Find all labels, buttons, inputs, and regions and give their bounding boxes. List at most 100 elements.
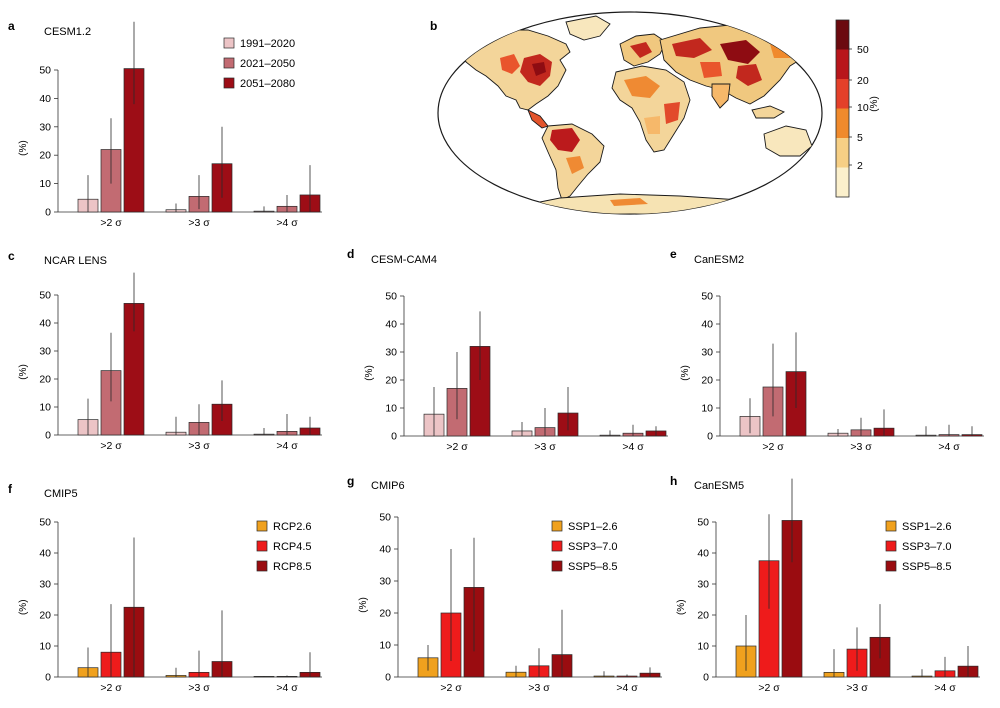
legend-label: 2021–2050: [240, 58, 295, 70]
y-tick-label: 30: [701, 347, 713, 359]
colorbar-tick-label: 10: [857, 102, 869, 114]
chart-title: CMIP5: [44, 488, 78, 500]
chart-title: CESM1.2: [44, 26, 91, 38]
y-tick-label: 0: [385, 672, 391, 684]
x-tick-label: >4 σ: [276, 217, 298, 229]
y-axis-label: (%): [18, 364, 29, 380]
legend-swatch: [551, 560, 563, 572]
colorbar-tick-label: 2: [857, 160, 863, 172]
legend-swatch: [223, 77, 235, 89]
y-tick-label: 0: [45, 430, 51, 442]
bar-chart-panel-f: f CMIP5 0 10 20 30 40 50 (%) >2 σ >3 σ >4 σ RCP2.6 RC…: [8, 482, 322, 694]
x-tick-label: >3 σ: [850, 441, 872, 453]
legend-swatch: [551, 520, 563, 532]
y-tick-label: 30: [379, 576, 391, 588]
x-tick-label: >2 σ: [762, 441, 784, 453]
y-tick-label: 10: [701, 403, 713, 415]
colorbar-frame: [835, 19, 850, 198]
x-tick-label: >3 σ: [188, 440, 210, 452]
y-tick-label: 30: [385, 347, 397, 359]
y-tick-label: 0: [45, 672, 51, 684]
x-tick-label: >4 σ: [276, 440, 298, 452]
bar-chart-panel-c: c NCAR LENS 0 10 20 30 40 50 (%) >2 σ >3 σ >4 σ: [8, 249, 322, 452]
bar-chart-panel-a: a CESM1.2 0 10 20 30 40 50 (%) >2 σ >3 σ >4 σ 1991–2…: [8, 19, 322, 229]
chart-title: CMIP6: [371, 480, 405, 492]
colorbar-segment: [836, 108, 849, 138]
y-tick-label: 40: [39, 548, 51, 560]
y-axis-label: (%): [18, 140, 29, 156]
panel-letter-a: a: [8, 19, 15, 33]
y-tick-label: 50: [385, 291, 397, 303]
y-tick-label: 20: [39, 374, 51, 386]
y-tick-label: 30: [39, 579, 51, 591]
colorbar-segment: [836, 138, 849, 168]
panel-letter-h: h: [670, 474, 677, 488]
y-tick-label: 20: [385, 375, 397, 387]
x-tick-label: >3 σ: [528, 682, 550, 694]
y-axis-label: (%): [358, 597, 369, 613]
y-tick-label: 10: [39, 641, 51, 653]
y-tick-label: 50: [701, 291, 713, 303]
chart-title: NCAR LENS: [44, 255, 107, 267]
colorbar-unit: (%): [869, 96, 880, 112]
y-tick-label: 0: [703, 672, 709, 684]
y-tick-label: 20: [39, 150, 51, 162]
y-tick-label: 20: [701, 375, 713, 387]
y-tick-label: 40: [39, 93, 51, 105]
legend-swatch: [551, 540, 563, 552]
x-tick-label: >2 σ: [100, 217, 122, 229]
y-tick-label: 50: [379, 512, 391, 524]
y-tick-label: 40: [379, 544, 391, 556]
x-tick-label: >2 σ: [440, 682, 462, 694]
y-tick-label: 0: [45, 207, 51, 219]
legend-label: SSP5–8.5: [568, 561, 618, 573]
legend-swatch: [885, 540, 897, 552]
bar-chart-panel-e: e CanESM2 0 10 20 30 40 50 (%) >2 σ >3 σ >4 σ: [670, 247, 984, 453]
y-tick-label: 40: [701, 319, 713, 331]
map-colorbar: 2 5 10 20 50: [835, 19, 869, 198]
y-tick-label: 50: [39, 290, 51, 302]
legend-label: 1991–2020: [240, 38, 295, 50]
y-tick-label: 20: [379, 608, 391, 620]
y-axis-label: (%): [364, 365, 375, 381]
legend-swatch: [256, 520, 268, 532]
x-tick-label: >4 σ: [616, 682, 638, 694]
x-tick-label: >4 σ: [622, 441, 644, 453]
x-tick-label: >2 σ: [100, 682, 122, 694]
legend-swatch: [256, 540, 268, 552]
land-masses: [461, 15, 813, 214]
colorbar-tick-label: 5: [857, 132, 863, 144]
panel-letter-d: d: [347, 247, 354, 261]
x-tick-label: >4 σ: [938, 441, 960, 453]
legend-swatch: [223, 37, 235, 49]
x-tick-label: >3 σ: [188, 217, 210, 229]
y-tick-label: 0: [391, 431, 397, 443]
y-tick-label: 10: [39, 402, 51, 414]
panel-letter-f: f: [8, 482, 13, 496]
legend-label: SSP3–7.0: [902, 541, 952, 553]
y-axis-label: (%): [18, 599, 29, 615]
legend-swatch: [885, 520, 897, 532]
chart-title: CanESM5: [694, 480, 744, 492]
x-tick-label: >2 σ: [446, 441, 468, 453]
legend-label: RCP2.6: [273, 521, 312, 533]
y-tick-label: 10: [697, 641, 709, 653]
x-tick-label: >3 σ: [188, 682, 210, 694]
y-tick-label: 30: [39, 121, 51, 133]
y-tick-label: 20: [697, 610, 709, 622]
panel-letter-c: c: [8, 249, 15, 263]
y-tick-label: 10: [379, 640, 391, 652]
colorbar-segment: [836, 49, 849, 79]
colorbar-segment: [836, 79, 849, 109]
x-tick-label: >4 σ: [276, 682, 298, 694]
panel-letter-g: g: [347, 474, 354, 488]
y-tick-label: 30: [39, 346, 51, 358]
legend-label: SSP5–8.5: [902, 561, 952, 573]
legend-swatch: [223, 57, 235, 69]
bar-chart-panel-h: h CanESM5 0 10 20 30 40 50 (%) >2 σ >3 σ >4 σ SSP1–2…: [670, 474, 980, 694]
legend-label: SSP3–7.0: [568, 541, 618, 553]
legend-label: 2051–2080: [240, 78, 295, 90]
